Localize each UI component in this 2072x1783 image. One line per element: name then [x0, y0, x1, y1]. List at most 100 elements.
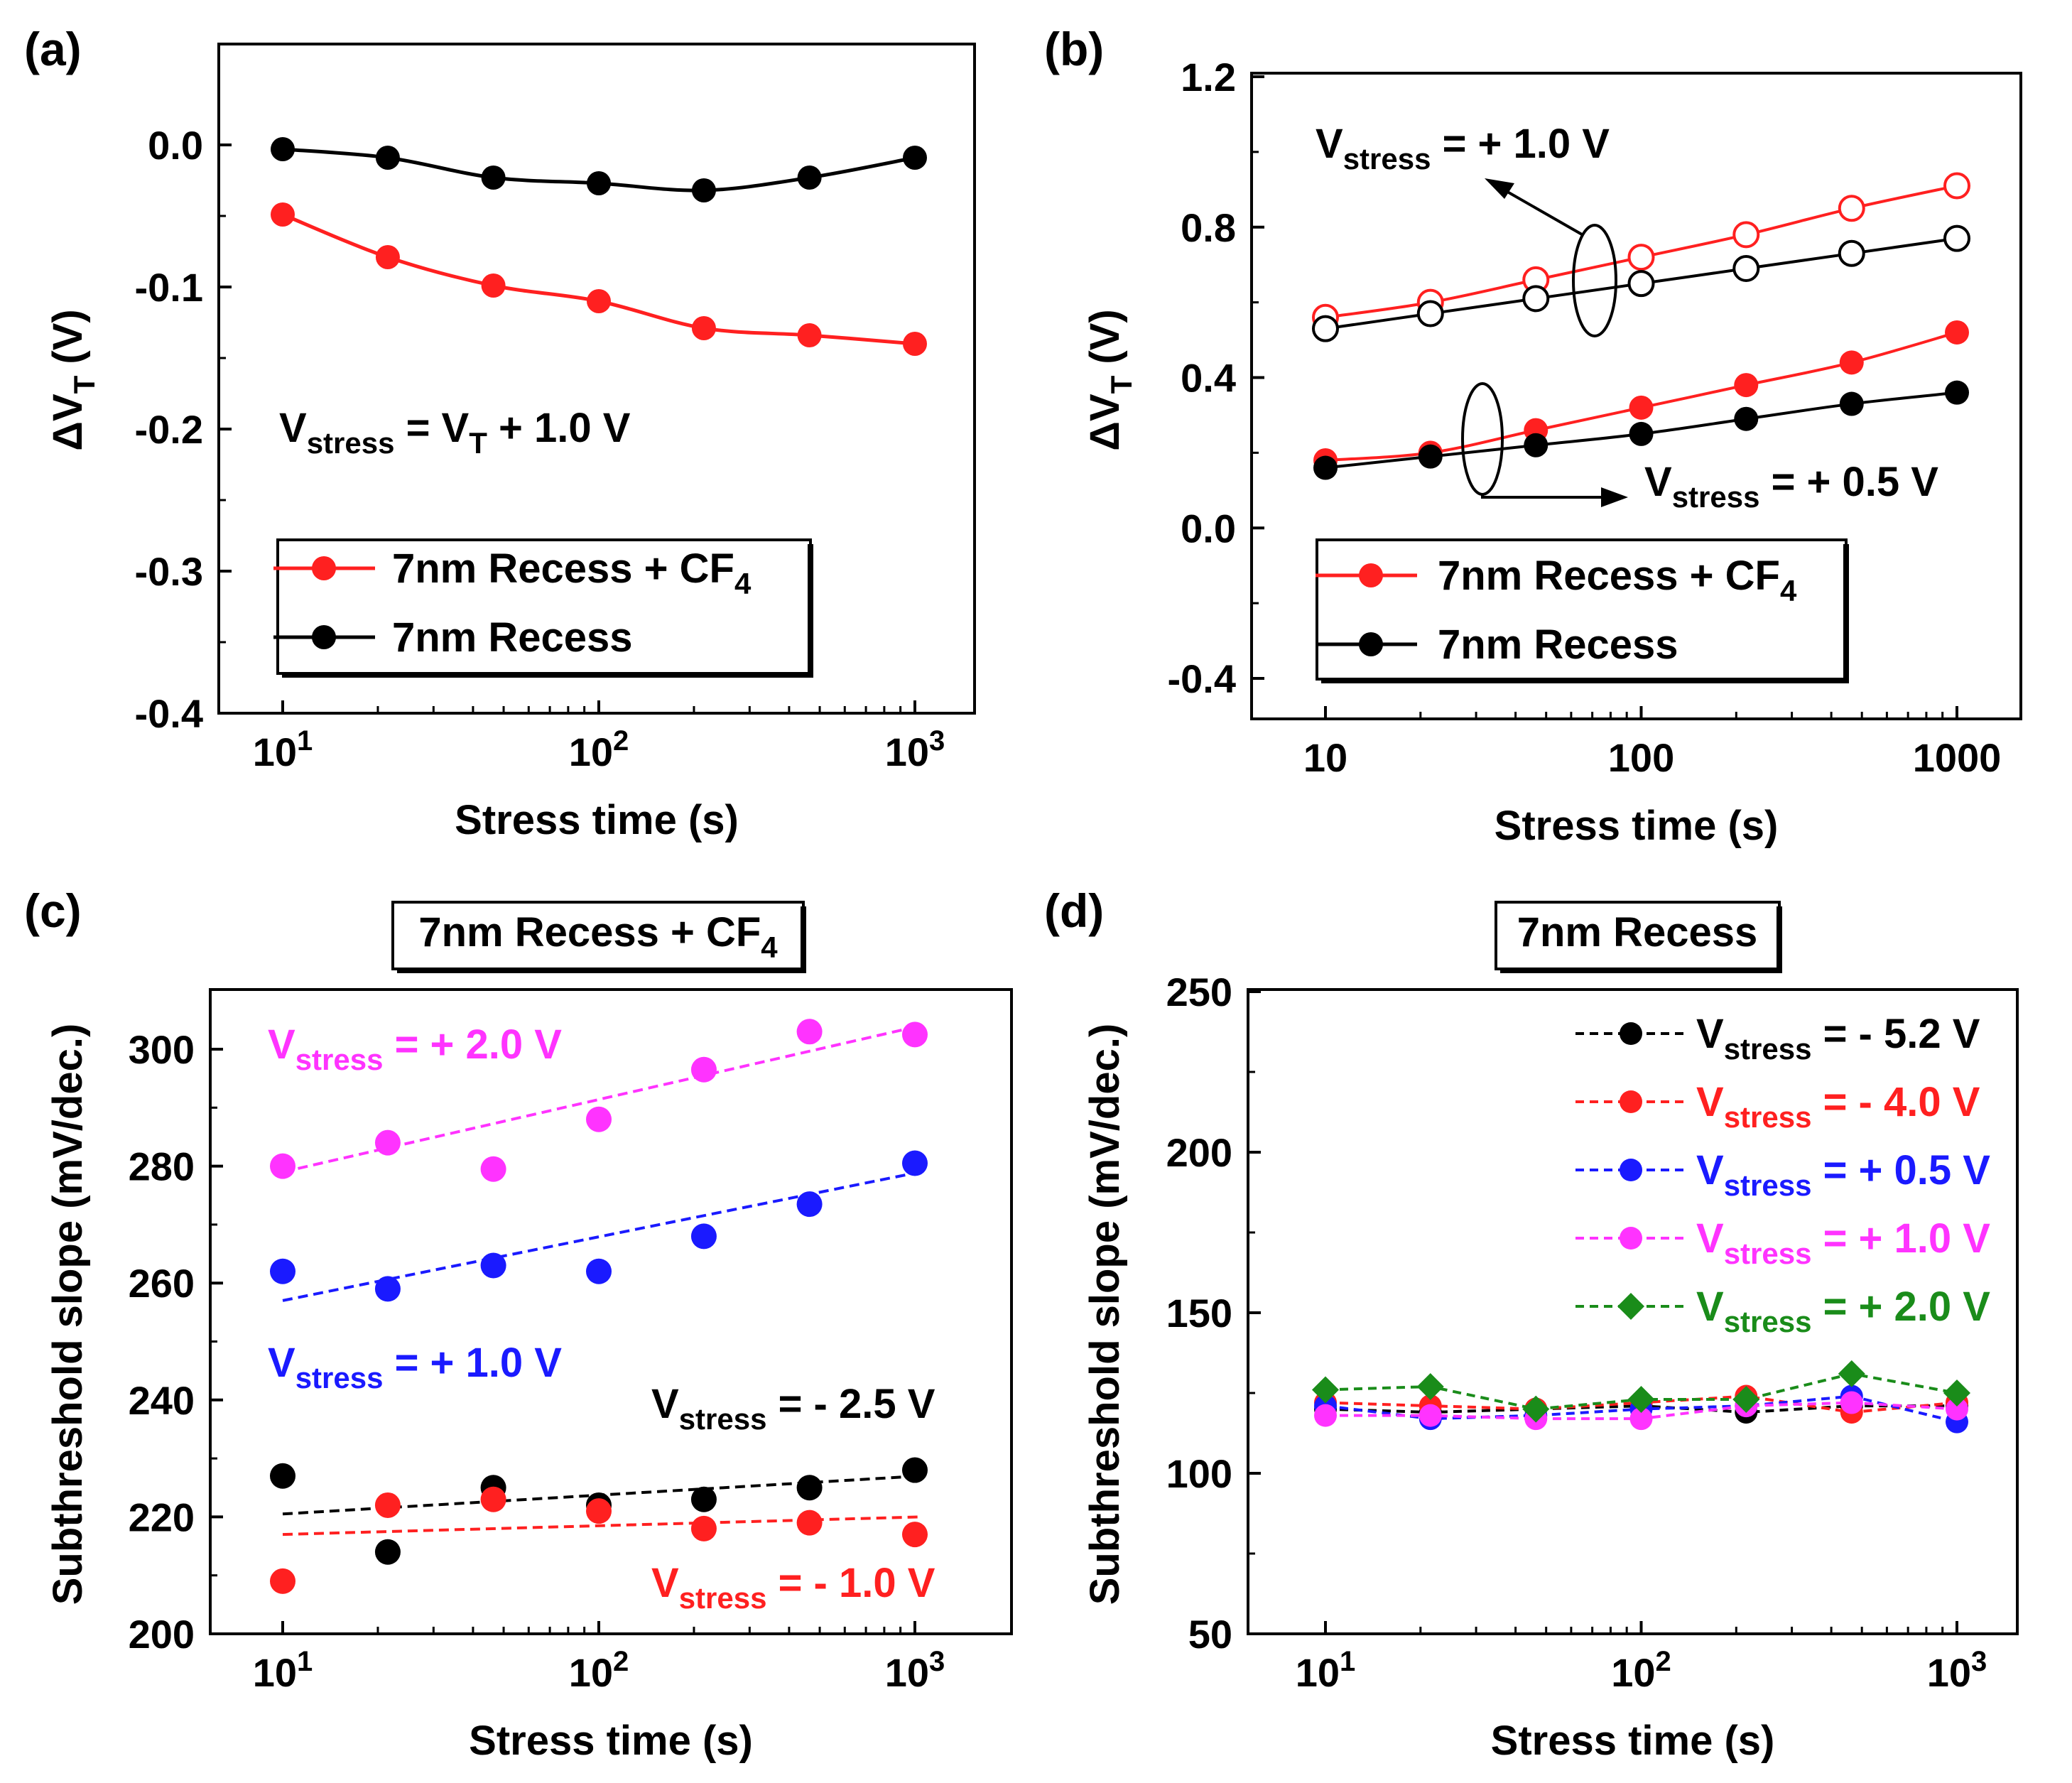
data-point-diamond	[1312, 1376, 1339, 1404]
data-point	[480, 1252, 506, 1279]
annotation: Vstress = VT + 1.0 V	[279, 405, 631, 460]
text-part: = + 0.5 V	[1811, 1147, 1990, 1193]
annotation: Vstress = + 1.0 V	[268, 1340, 562, 1394]
data-point	[312, 625, 336, 649]
text-part: = + 2.0 V	[383, 1021, 562, 1068]
subscript-text: stress	[679, 1402, 767, 1436]
annotation: Vstress = + 1.0 V	[1316, 121, 1610, 175]
x-tick-label: 103	[1927, 1646, 1987, 1695]
legend-frame	[1316, 538, 1848, 681]
text-part: = + 1.0 V	[383, 1340, 562, 1386]
data-point	[903, 146, 927, 170]
legend-label: Vstress = + 0.5 V	[1696, 1147, 1990, 1202]
data-point	[691, 316, 716, 340]
data-point	[691, 178, 716, 202]
data-point	[1629, 395, 1654, 420]
text-part: ΔV	[45, 394, 91, 451]
data-point	[690, 1056, 717, 1083]
tick-base: 10	[885, 1650, 929, 1695]
data-point	[796, 1191, 823, 1218]
data-point-diamond	[1627, 1386, 1655, 1414]
text-part: V	[1316, 121, 1343, 167]
chart-title: 7nm Recess + CF4	[418, 909, 778, 964]
panel-label: (a)	[24, 23, 82, 75]
data-point	[480, 1486, 506, 1512]
data-point-open	[1416, 300, 1444, 327]
data-point	[690, 1486, 717, 1512]
subscript-text: stress	[1724, 1169, 1812, 1202]
text-part: V	[268, 1021, 295, 1068]
subscript-text: stress	[295, 1361, 384, 1394]
data-point	[902, 1457, 928, 1483]
text-part: V	[1696, 1079, 1724, 1125]
data-point	[1418, 444, 1443, 469]
text-part: = + 1.0 V	[1431, 121, 1610, 167]
data-point	[270, 1568, 295, 1594]
subscript-text: T	[1105, 375, 1138, 394]
tick-exponent: 3	[929, 1646, 945, 1677]
data-point	[312, 556, 336, 580]
data-point-diamond	[1522, 1395, 1550, 1423]
data-point	[1629, 1407, 1653, 1431]
data-point	[586, 1258, 612, 1284]
data-point	[1945, 320, 1969, 345]
subscript-text: stress	[1724, 1100, 1812, 1134]
tick-exponent: 1	[1340, 1646, 1355, 1677]
legend-label: 7nm Recess + CF4	[392, 546, 752, 600]
x-tick-label: 101	[253, 725, 313, 774]
data-point	[797, 323, 822, 347]
text-part: (V)	[1082, 309, 1128, 375]
y-tick-label: 0.8	[1181, 205, 1236, 250]
data-point	[903, 332, 927, 356]
text-part: (V)	[45, 309, 91, 375]
y-tick-label: 150	[1166, 1291, 1232, 1335]
group-ellipse	[1572, 224, 1617, 337]
x-axis-label: Stress time (s)	[455, 797, 739, 843]
y-tick-label: 280	[129, 1144, 195, 1189]
data-point-open	[1732, 254, 1760, 282]
annotation: Vstress = - 2.5 V	[651, 1381, 935, 1436]
text-part: = - 5.2 V	[1811, 1011, 1980, 1057]
y-tick-label: 300	[129, 1027, 195, 1072]
text-part: = - 2.5 V	[766, 1381, 935, 1427]
annotation-arrow	[1481, 494, 1611, 499]
tick-exponent: 2	[613, 1646, 629, 1677]
data-point-diamond	[1943, 1380, 1970, 1407]
subscript-text: stress	[1724, 1032, 1812, 1066]
text-part: 7nm Recess + CF	[418, 909, 761, 955]
data-point	[374, 1276, 401, 1302]
text-part: = - 4.0 V	[1811, 1079, 1980, 1125]
data-point	[1313, 455, 1338, 480]
text-part: V	[651, 1560, 679, 1606]
text-part: = + 0.5 V	[1759, 459, 1938, 505]
y-tick-label: 200	[129, 1612, 195, 1657]
y-tick-label: -0.3	[135, 549, 204, 594]
tick-base: 10	[253, 730, 297, 774]
data-point-diamond	[1732, 1386, 1760, 1414]
data-point	[797, 166, 822, 190]
panel-label: (d)	[1044, 884, 1104, 937]
data-point	[690, 1515, 717, 1541]
subscript-text: stress	[679, 1581, 767, 1615]
data-point-diamond	[1416, 1372, 1444, 1400]
legend-label: Vstress = + 2.0 V	[1696, 1284, 1990, 1338]
tick-base: 10	[569, 730, 613, 774]
data-point	[1419, 1404, 1442, 1427]
x-tick-label: 101	[253, 1646, 313, 1695]
subscript-text: stress	[295, 1043, 384, 1076]
y-tick-label: -0.4	[135, 691, 204, 736]
x-axis-label: Stress time (s)	[1491, 1718, 1775, 1764]
data-point	[270, 1153, 295, 1179]
data-point	[375, 146, 400, 170]
subscript-text: stress	[307, 426, 395, 460]
data-point-open	[1522, 285, 1550, 313]
data-point	[796, 1019, 823, 1045]
data-point	[1945, 380, 1969, 405]
x-tick-label: 102	[569, 725, 629, 774]
data-point	[1620, 1159, 1642, 1181]
data-point	[1840, 1391, 1863, 1414]
text-part: = + 1.0 V	[1811, 1215, 1990, 1262]
arrowhead	[1485, 178, 1514, 199]
data-point	[586, 1498, 612, 1524]
